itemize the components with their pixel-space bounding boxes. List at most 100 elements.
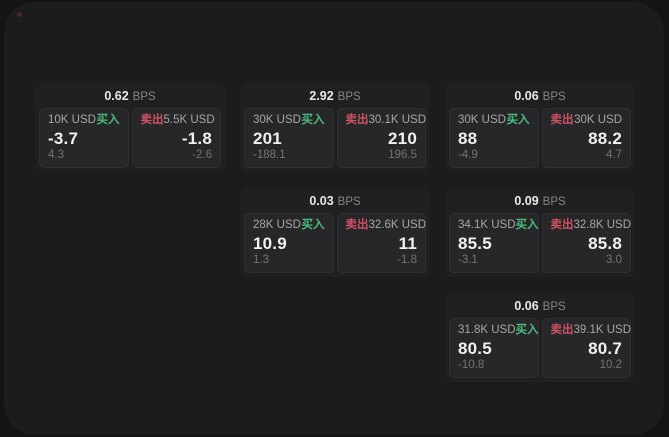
buy-panel[interactable]: 30K USD 买入 88 -4.9 — [449, 108, 539, 168]
buy-sub-value: 1.3 — [253, 253, 269, 266]
sell-tag: 卖出 — [140, 114, 164, 126]
buy-sub-value: 4.3 — [48, 148, 64, 161]
buy-panel-header: 30K USD 买入 — [458, 114, 530, 127]
sell-sub-value: 196.5 — [388, 148, 417, 161]
buy-price: 80.5 — [458, 338, 492, 358]
buy-panel[interactable]: 34.1K USD 买入 85.5 -3.1 — [449, 213, 539, 273]
bps-unit-label: BPS — [132, 91, 156, 103]
buy-tag: 买入 — [506, 114, 530, 126]
bps-unit-label: BPS — [542, 196, 566, 208]
sell-tag: 卖出 — [550, 114, 574, 126]
sell-panel[interactable]: 卖出 32.6K USD 11 -1.8 — [336, 213, 427, 273]
buy-panel-header: 28K USD 买入 — [253, 219, 325, 232]
bps-value: 0.09 — [514, 194, 539, 208]
buy-panel-header: 31.8K USD 买入 — [458, 324, 539, 337]
sell-amount: 32.6K USD — [368, 219, 427, 231]
quote-card: 0.62 BPS 10K USD 买入 -3.7 4.3 卖出 5.5K USD… — [35, 83, 225, 172]
sell-price: 88.2 — [588, 128, 622, 148]
card-header: 0.03 BPS — [240, 188, 430, 209]
sell-amount: 30K USD — [574, 114, 622, 126]
buy-price: 201 — [253, 128, 282, 148]
quote-panels: 31.8K USD 买入 80.5 -10.8 卖出 39.1K USD 80.… — [449, 318, 631, 378]
buy-price: -3.7 — [48, 128, 79, 148]
sell-sub-value: 10.2 — [599, 358, 622, 371]
buy-panel-header: 34.1K USD 买入 — [458, 219, 539, 232]
buy-price: 85.5 — [458, 233, 492, 253]
quote-card: 2.92 BPS 30K USD 买入 201 -188.1 卖出 30.1K … — [240, 83, 430, 172]
sell-sub-value: -1.8 — [397, 253, 417, 266]
bps-value: 0.62 — [104, 89, 129, 103]
buy-price: 10.9 — [253, 233, 287, 253]
bps-unit-label: BPS — [542, 301, 566, 313]
sell-tag: 卖出 — [345, 114, 369, 126]
buy-panel[interactable]: 30K USD 买入 201 -188.1 — [244, 108, 334, 168]
buy-tag: 买入 — [96, 114, 120, 126]
sell-amount: 5.5K USD — [163, 114, 215, 126]
sell-price: 210 — [388, 128, 417, 148]
bps-value: 0.03 — [309, 194, 334, 208]
sell-tag: 卖出 — [345, 219, 369, 231]
bps-value: 0.06 — [514, 89, 539, 103]
sell-price: -1.8 — [181, 128, 212, 148]
sell-tag: 卖出 — [550, 324, 574, 336]
sell-panel[interactable]: 卖出 30.1K USD 210 196.5 — [336, 108, 427, 168]
sell-amount: 32.8K USD — [573, 219, 632, 231]
card-header: 2.92 BPS — [240, 83, 430, 104]
buy-tag: 买入 — [301, 219, 325, 231]
card-header: 0.06 BPS — [445, 293, 635, 314]
app-window: 0.62 BPS 10K USD 买入 -3.7 4.3 卖出 5.5K USD… — [4, 2, 664, 435]
card-header: 0.09 BPS — [445, 188, 635, 209]
quote-panels: 30K USD 买入 88 -4.9 卖出 30K USD 88.2 4.7 — [449, 108, 631, 168]
bps-value: 0.06 — [514, 299, 539, 313]
buy-sub-value: -188.1 — [253, 148, 286, 161]
buy-panel[interactable]: 10K USD 买入 -3.7 4.3 — [39, 108, 129, 168]
sell-price: 11 — [398, 233, 417, 253]
buy-price: 88 — [458, 128, 478, 148]
buy-amount: 31.8K USD — [458, 324, 516, 336]
sell-panel[interactable]: 卖出 39.1K USD 80.7 10.2 — [541, 318, 632, 378]
card-header: 0.62 BPS — [35, 83, 225, 104]
sell-sub-value: 3.0 — [606, 253, 622, 266]
buy-sub-value: -3.1 — [458, 253, 478, 266]
buy-panel[interactable]: 31.8K USD 买入 80.5 -10.8 — [449, 318, 539, 378]
quote-card: 0.03 BPS 28K USD 买入 10.9 1.3 卖出 32.6K US… — [240, 188, 430, 277]
sell-panel-header: 卖出 32.8K USD — [550, 219, 632, 232]
sell-sub-value: -2.6 — [192, 148, 212, 161]
sell-sub-value: 4.7 — [606, 148, 622, 161]
sell-panel[interactable]: 卖出 5.5K USD -1.8 -2.6 — [131, 108, 221, 168]
sell-price: 85.8 — [588, 233, 622, 253]
buy-amount: 30K USD — [458, 114, 506, 126]
sell-tag: 卖出 — [550, 219, 574, 231]
buy-amount: 10K USD — [48, 114, 96, 126]
buy-panel-header: 10K USD 买入 — [48, 114, 120, 127]
quote-card: 0.06 BPS 31.8K USD 买入 80.5 -10.8 卖出 39.1… — [445, 293, 635, 382]
buy-tag: 买入 — [515, 219, 539, 231]
quote-panels: 10K USD 买入 -3.7 4.3 卖出 5.5K USD -1.8 -2.… — [39, 108, 221, 168]
sell-price: 80.7 — [588, 338, 622, 358]
quote-panels: 34.1K USD 买入 85.5 -3.1 卖出 32.8K USD 85.8… — [449, 213, 631, 273]
quote-card: 0.09 BPS 34.1K USD 买入 85.5 -3.1 卖出 32.8K… — [445, 188, 635, 277]
buy-panel-header: 30K USD 买入 — [253, 114, 325, 127]
sell-panel-header: 卖出 30K USD — [550, 114, 623, 127]
quote-panels: 30K USD 买入 201 -188.1 卖出 30.1K USD 210 1… — [244, 108, 426, 168]
buy-panel[interactable]: 28K USD 买入 10.9 1.3 — [244, 213, 334, 273]
sell-panel[interactable]: 卖出 30K USD 88.2 4.7 — [541, 108, 631, 168]
buy-sub-value: -4.9 — [458, 148, 478, 161]
sell-amount: 30.1K USD — [368, 114, 427, 126]
bps-unit-label: BPS — [337, 196, 361, 208]
sell-panel-header: 卖出 39.1K USD — [550, 324, 632, 337]
buy-tag: 买入 — [515, 324, 539, 336]
buy-amount: 30K USD — [253, 114, 301, 126]
status-dot — [17, 12, 22, 17]
sell-panel-header: 卖出 32.6K USD — [345, 219, 427, 232]
sell-amount: 39.1K USD — [573, 324, 632, 336]
bps-value: 2.92 — [309, 89, 334, 103]
quote-card: 0.06 BPS 30K USD 买入 88 -4.9 卖出 30K USD 8… — [445, 83, 635, 172]
sell-panel[interactable]: 卖出 32.8K USD 85.8 3.0 — [541, 213, 632, 273]
bps-unit-label: BPS — [542, 91, 566, 103]
quote-panels: 28K USD 买入 10.9 1.3 卖出 32.6K USD 11 -1.8 — [244, 213, 426, 273]
card-header: 0.06 BPS — [445, 83, 635, 104]
buy-amount: 28K USD — [253, 219, 301, 231]
quotes-grid: 0.62 BPS 10K USD 买入 -3.7 4.3 卖出 5.5K USD… — [35, 83, 635, 382]
bps-unit-label: BPS — [337, 91, 361, 103]
